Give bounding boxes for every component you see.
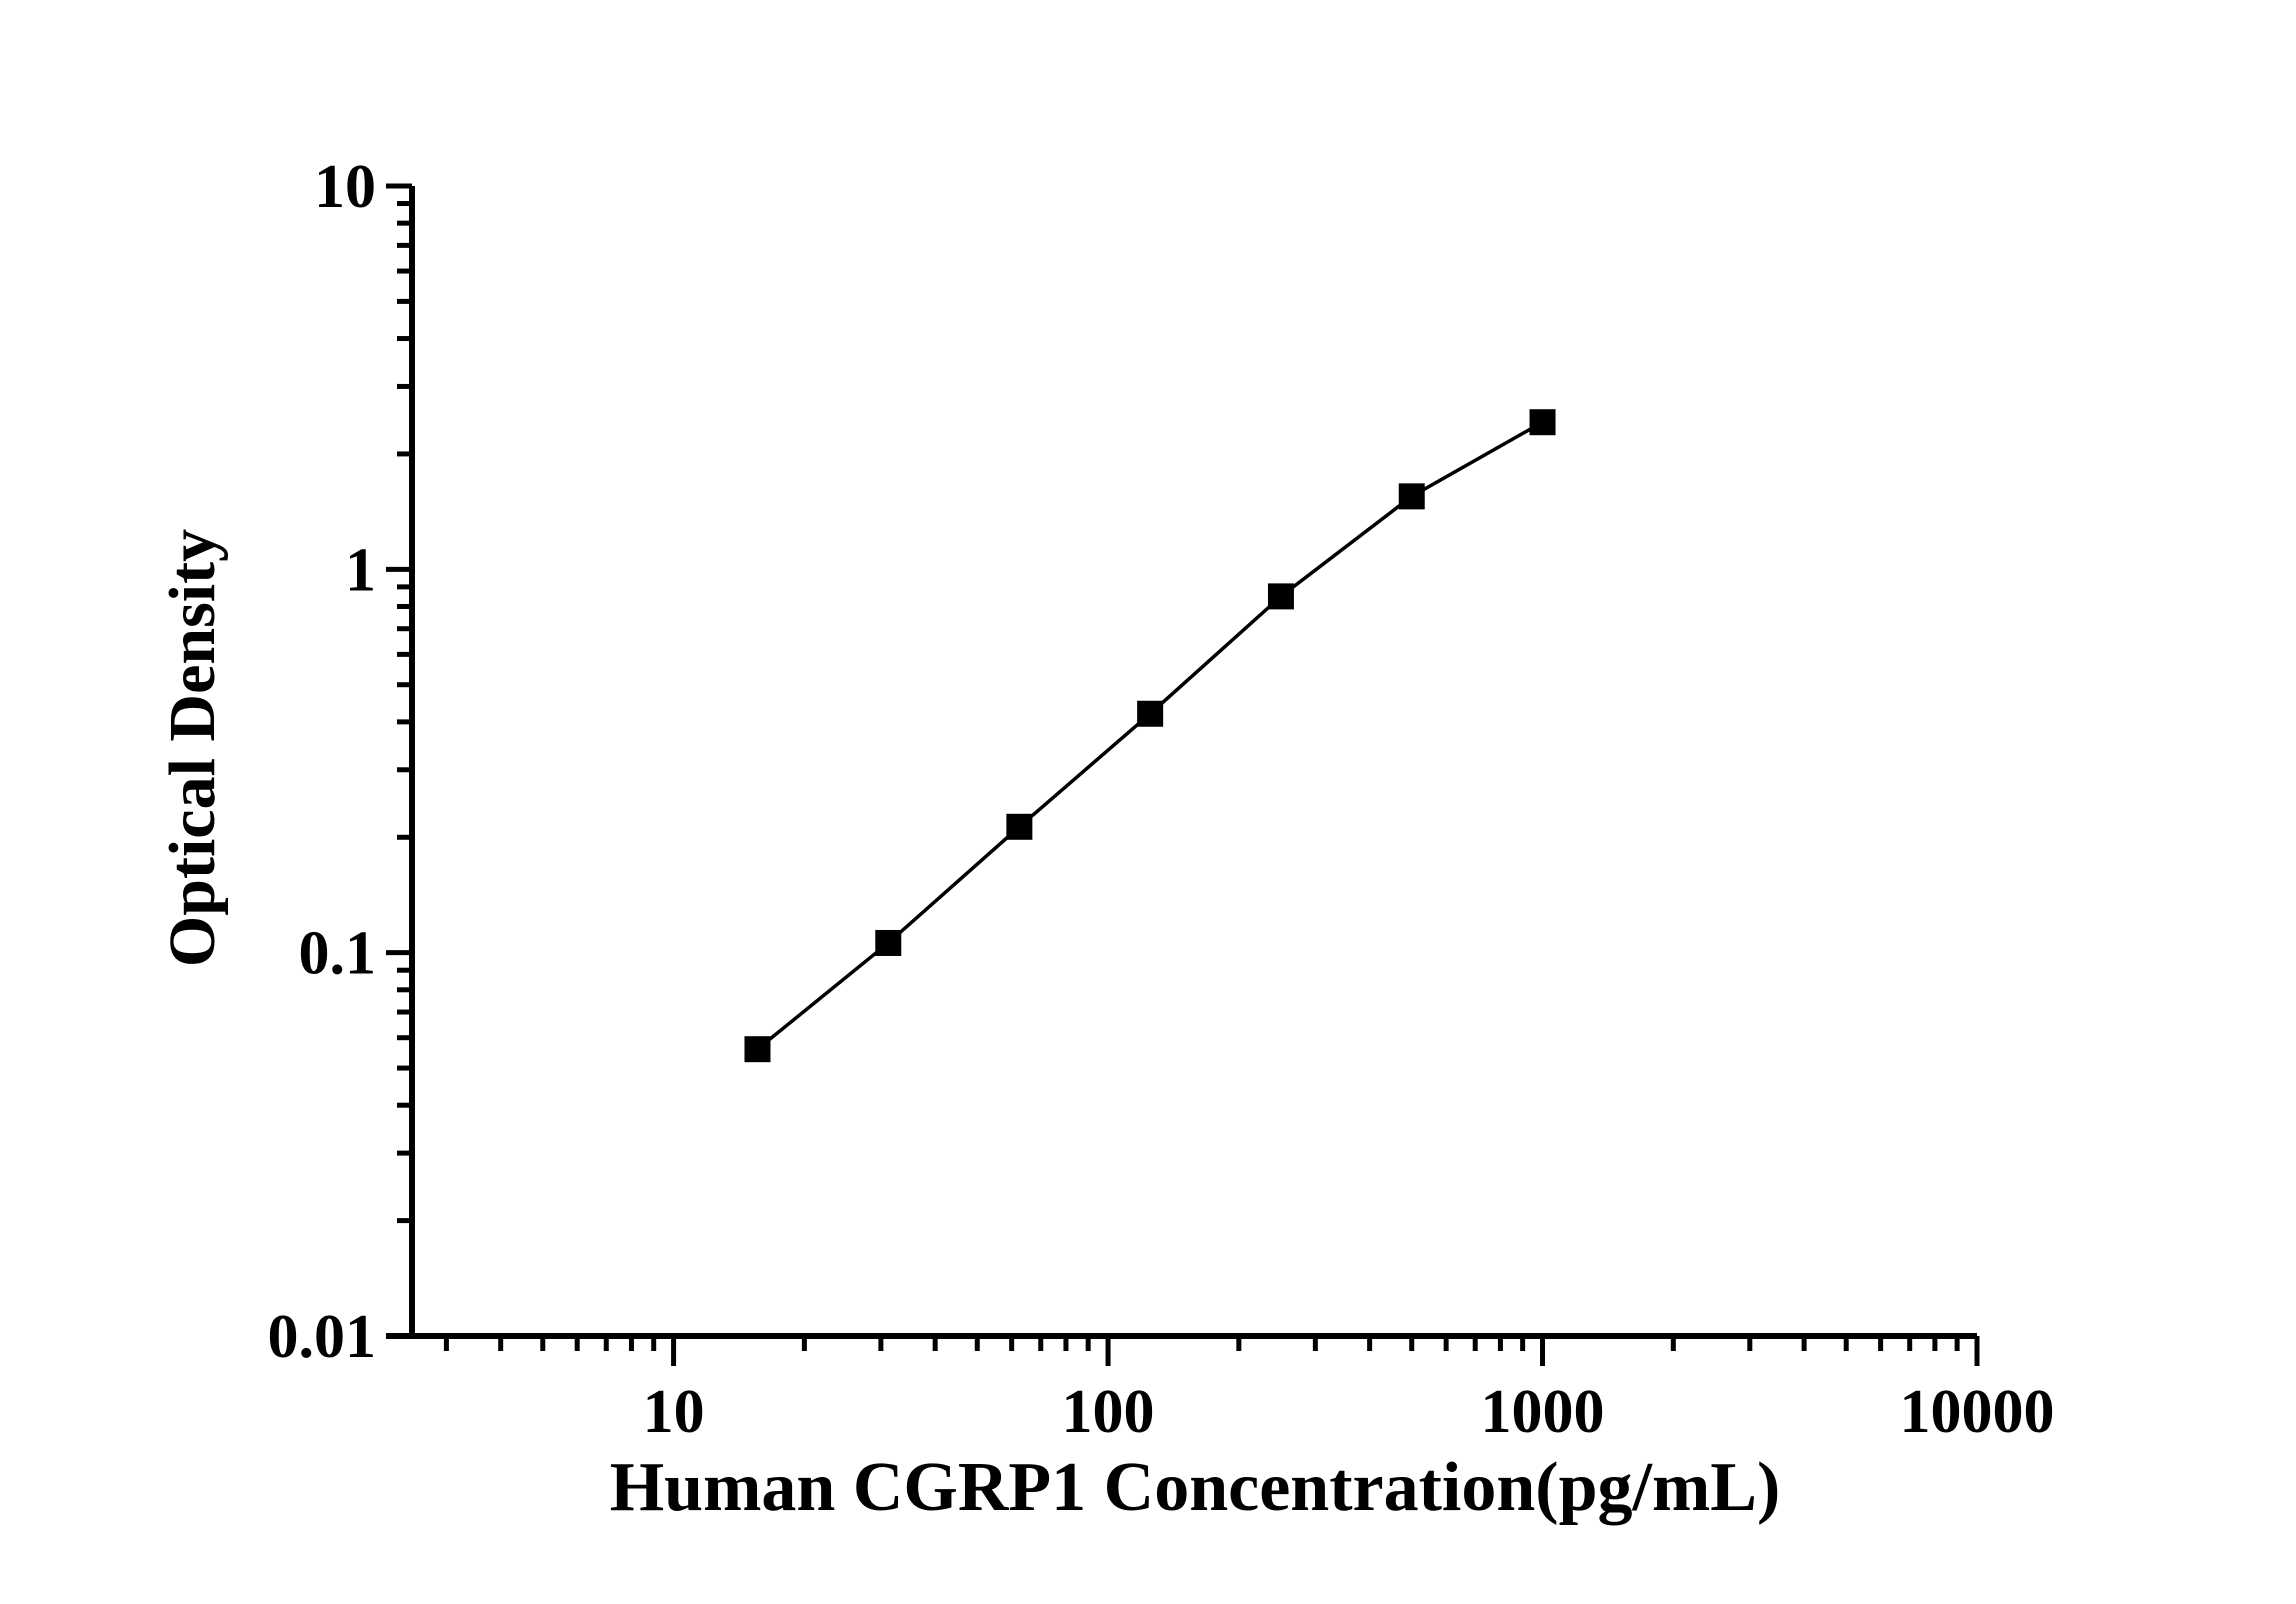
data-point-marker: [1398, 483, 1425, 510]
data-point-marker: [1006, 813, 1033, 840]
data-point-marker: [875, 929, 902, 956]
axes-layer: 10 100 1000 10000 0.01 0.1 1 10: [268, 153, 2055, 1446]
series-line: [756, 420, 1544, 1051]
y-tick-label: 0.1: [299, 920, 377, 988]
data-series-layer: [744, 409, 1556, 1063]
y-tick-label: 0.01: [268, 1303, 377, 1371]
data-point-marker: [1529, 409, 1556, 436]
data-point-marker: [744, 1036, 771, 1063]
data-point-marker: [1267, 583, 1294, 610]
x-tick-label: 10: [643, 1378, 705, 1446]
y-axis-title: Optical Density: [156, 529, 229, 967]
y-tick-label: 1: [345, 536, 376, 604]
x-tick-label: 1000: [1481, 1378, 1605, 1446]
x-tick-label: 10000: [1900, 1378, 2055, 1446]
data-point-marker: [1137, 700, 1164, 727]
x-tick-label: 100: [1062, 1378, 1155, 1446]
x-axis-title: Human CGRP1 Concentration(pg/mL): [610, 1449, 1781, 1526]
y-tick-label: 10: [314, 153, 376, 221]
